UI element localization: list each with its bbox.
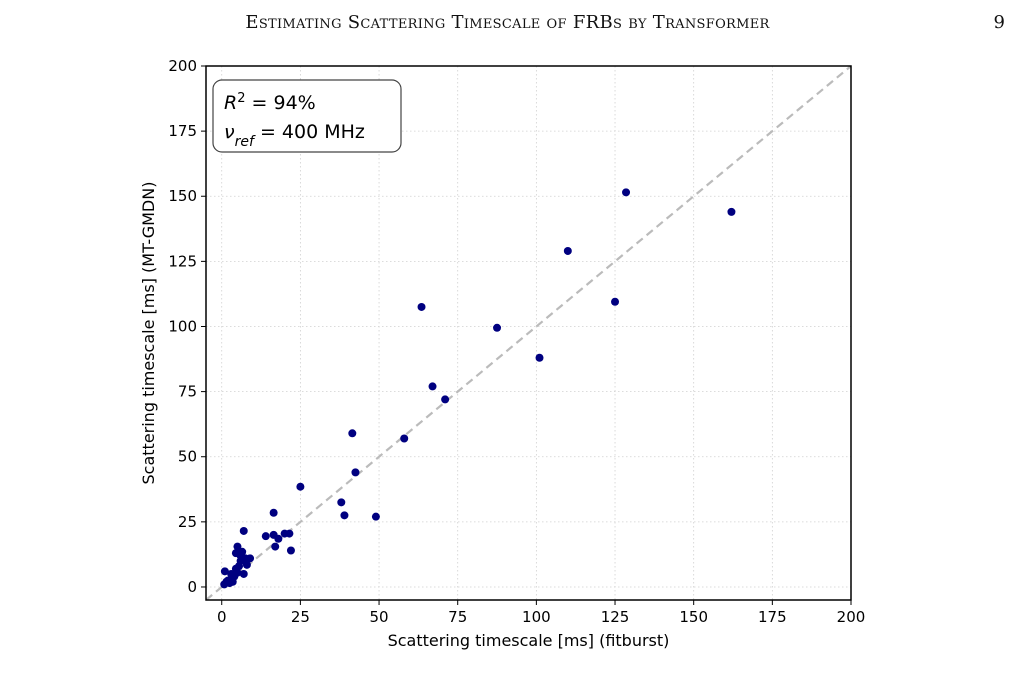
page-number: 9	[993, 12, 1005, 33]
r-squared-value: = 94%	[245, 92, 315, 114]
y-tick-label: 175	[168, 122, 197, 140]
data-point	[274, 534, 283, 543]
annotation-frame	[212, 79, 402, 153]
running-title: Estimating Scattering Timescale of FRBs …	[245, 12, 770, 33]
x-axis-label: Scattering timescale [ms] (fitburst)	[388, 631, 670, 650]
y-tick-label: 25	[178, 513, 197, 531]
y-axis-label: Scattering timescale [ms] (MT-GMDN)	[139, 182, 158, 485]
y-tick-label: 125	[168, 252, 197, 270]
data-point	[351, 468, 360, 477]
plot-frame	[205, 65, 852, 601]
nu-symbol: ν	[224, 121, 235, 143]
x-tick-label: 150	[679, 608, 708, 626]
x-tick-label: 0	[217, 608, 227, 626]
data-point	[563, 246, 572, 255]
data-point	[371, 512, 380, 521]
data-point	[286, 546, 295, 555]
x-tick-label: 175	[758, 608, 787, 626]
x-tick-label: 125	[601, 608, 630, 626]
data-point	[337, 498, 346, 507]
data-point	[441, 395, 450, 404]
y-tick-label: 75	[178, 383, 197, 401]
data-point	[233, 542, 242, 551]
data-point	[727, 207, 736, 216]
nu-subscript: ref	[235, 134, 256, 150]
data-point	[271, 542, 280, 551]
r-symbol: R	[224, 92, 237, 114]
x-tick-label: 200	[837, 608, 866, 626]
data-point	[239, 526, 248, 535]
x-tick-label: 100	[522, 608, 551, 626]
x-axis-ticks: 0 25 50 75 100 125 150 175 200	[217, 600, 865, 626]
y-tick-label: 100	[168, 317, 197, 335]
data-point	[340, 511, 349, 520]
data-point	[238, 547, 247, 556]
r-squared-label: R2 = 94%	[224, 91, 316, 115]
data-points	[220, 188, 736, 589]
y-tick-label: 200	[168, 57, 197, 75]
data-point	[220, 567, 229, 576]
y-tick-label: 0	[187, 578, 197, 596]
data-point	[611, 297, 620, 306]
caption-strip	[0, 678, 1015, 693]
data-point	[242, 560, 251, 569]
x-tick-label: 75	[448, 608, 467, 626]
reference-frequency-label: νref = 400 MHz	[224, 121, 365, 150]
data-point	[493, 323, 502, 332]
data-point	[535, 353, 544, 362]
y-tick-label: 150	[168, 187, 197, 205]
x-tick-label: 25	[291, 608, 310, 626]
data-point	[261, 532, 270, 541]
identity-reference-line	[205, 65, 852, 601]
data-point	[428, 382, 437, 391]
data-point	[400, 434, 409, 443]
reference-frequency-value: = 400 MHz	[254, 121, 365, 143]
data-point	[246, 554, 255, 563]
data-point	[622, 188, 631, 197]
gridlines	[206, 65, 852, 600]
r-exponent: 2	[237, 91, 245, 106]
data-point	[285, 529, 294, 538]
data-point	[348, 429, 357, 438]
data-point	[269, 508, 278, 517]
annotation-box: R2 = 94% νref = 400 MHz	[212, 79, 402, 153]
running-head: Estimating Scattering Timescale of FRBs …	[0, 12, 1015, 42]
data-point	[233, 568, 242, 577]
data-point	[417, 302, 426, 311]
data-point	[239, 569, 248, 578]
y-tick-label: 50	[178, 448, 197, 466]
y-axis-ticks: 0 25 50 75 100 125 150 175 200	[168, 57, 206, 596]
x-tick-label: 50	[370, 608, 389, 626]
data-point	[296, 482, 305, 491]
